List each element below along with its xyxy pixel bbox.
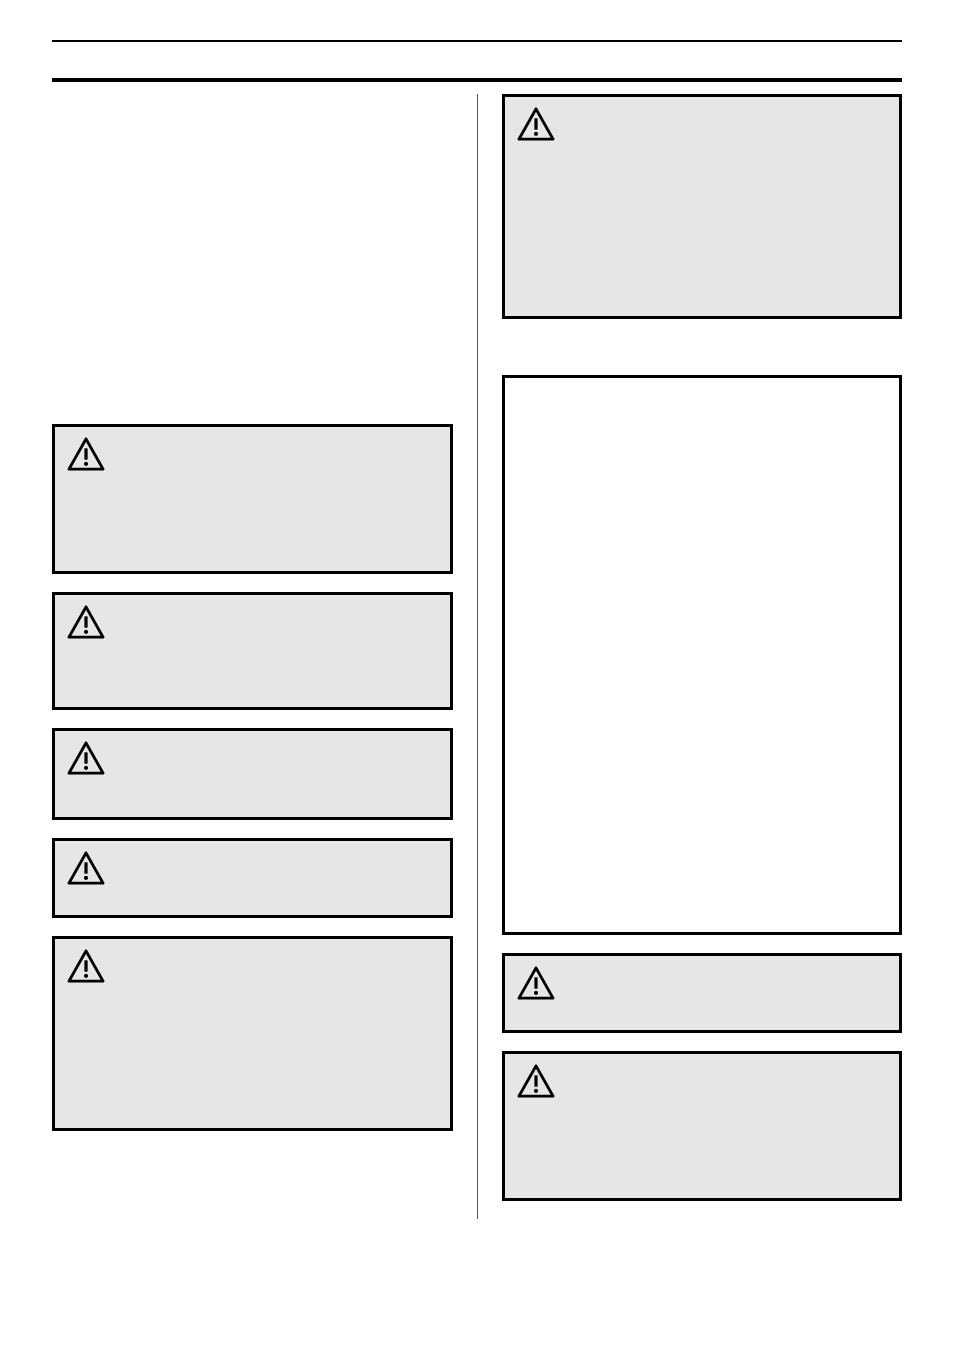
left-column	[52, 94, 453, 1219]
warning-box	[52, 424, 453, 574]
warning-icon	[517, 1064, 555, 1098]
two-column-layout	[52, 94, 902, 1219]
proposition-65-box	[502, 375, 903, 935]
warning-box	[52, 592, 453, 710]
warning-icon	[67, 949, 105, 983]
column-divider	[477, 94, 478, 1219]
left-intro-block	[52, 94, 453, 424]
warning-icon	[67, 741, 105, 775]
warning-box	[52, 838, 453, 918]
warning-icon	[67, 437, 105, 471]
warning-box	[52, 936, 453, 1131]
warning-box	[52, 728, 453, 820]
mid-paragraph	[502, 337, 903, 375]
warning-icon	[67, 605, 105, 639]
warning-box	[502, 94, 903, 319]
warning-icon	[67, 851, 105, 885]
warning-icon	[517, 107, 555, 141]
warning-box	[502, 1051, 903, 1201]
right-column	[502, 94, 903, 1219]
manual-page	[52, 40, 902, 1219]
warning-box	[502, 953, 903, 1033]
warning-icon	[517, 966, 555, 1000]
top-rule-thick	[52, 78, 902, 82]
